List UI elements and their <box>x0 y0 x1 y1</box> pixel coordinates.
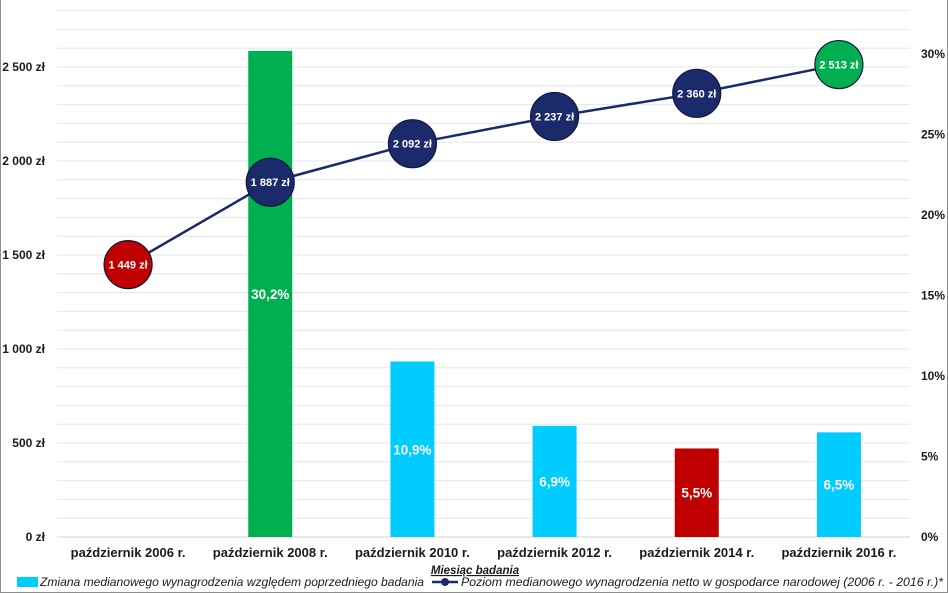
x-tick-label-4: październik 2014 r. <box>639 545 754 560</box>
y2-tick-label-1: 5% <box>921 450 939 464</box>
x-tick-label-2: październik 2010 r. <box>355 545 470 560</box>
y2-tick-label-6: 30% <box>921 47 945 61</box>
legend-bar-swatch <box>17 577 38 587</box>
y-tick-label-5: 2 500 zł <box>2 60 45 74</box>
bar-5 <box>816 432 861 537</box>
category-axis: październik 2006 r. październik 2008 r. pa… <box>71 545 897 560</box>
line-marker-1 <box>245 157 295 207</box>
bar-2 <box>390 361 435 537</box>
y-tick-label-3: 1 500 zł <box>2 248 45 262</box>
legend-line-marker <box>441 578 449 586</box>
gridlines <box>57 10 910 538</box>
bar-4 <box>674 448 719 537</box>
y2-tick-label-4: 20% <box>921 208 945 222</box>
line-marker-0 <box>103 239 153 290</box>
bar-series: 30,2% 10,9% 6,9% 5,5% 6,5% <box>248 50 861 538</box>
right-axis: 0% 5% 10% 15% 20% 25% 30% <box>921 47 945 544</box>
line-marker-label-2: 2 092 zł <box>393 139 432 151</box>
line-marker-label-0: 1 449 zł <box>109 260 148 272</box>
bar-1 <box>248 50 293 538</box>
line-marker-3 <box>529 91 580 142</box>
y2-tick-label-2: 10% <box>921 369 945 383</box>
line-marker-label-1: 1 887 zł <box>251 177 290 189</box>
x-tick-label-0: październik 2006 r. <box>71 545 186 560</box>
x-tick-label-1: październik 2008 r. <box>213 545 328 560</box>
y-tick-label-2: 1 000 zł <box>2 342 45 356</box>
bar-label-2: 10,9% <box>393 442 431 457</box>
line-marker-label-3: 2 237 zł <box>535 111 574 123</box>
legend: Zmiana medianowego wynagrodzenia względe… <box>17 577 944 589</box>
y2-tick-label-5: 25% <box>921 128 945 142</box>
y-tick-label-4: 2 000 zł <box>2 154 45 168</box>
line-marker-5 <box>814 39 864 90</box>
line-marker-2 <box>387 119 438 169</box>
bar-3 <box>532 425 577 537</box>
y2-tick-label-0: 0% <box>921 530 939 544</box>
x-tick-label-5: październik 2016 r. <box>781 545 896 560</box>
series-line <box>127 63 840 266</box>
line-marker-4 <box>672 68 722 118</box>
x-axis-title: Miesiąc badania <box>431 565 520 577</box>
line-marker-label-5: 2 513 zł <box>819 60 858 72</box>
legend-line-label: Poziom medianowego wynagrodzenia netto w… <box>461 577 944 589</box>
bar-label-5: 6,5% <box>824 478 855 493</box>
line-series: 1 449 zł 1 887 zł 2 092 zł 2 237 zł 2 360 zł… <box>103 39 864 290</box>
x-tick-label-3: październik 2012 r. <box>497 545 612 560</box>
bar-label-4: 5,5% <box>681 486 712 501</box>
bar-label-3: 6,9% <box>539 474 570 489</box>
y-tick-label-1: 500 zł <box>12 436 45 450</box>
y-tick-label-0: 0 zł <box>26 530 46 544</box>
line-marker-label-4: 2 360 zł <box>677 88 716 100</box>
bar-label-1: 30,2% <box>251 287 289 302</box>
y2-tick-label-3: 15% <box>921 289 945 303</box>
legend-bar-label: Zmiana medianowego wynagrodzenia względe… <box>39 577 424 589</box>
left-axis: 0 zł 500 zł 1 000 zł 1 500 zł 2 000 zł 2 500 … <box>2 60 45 544</box>
